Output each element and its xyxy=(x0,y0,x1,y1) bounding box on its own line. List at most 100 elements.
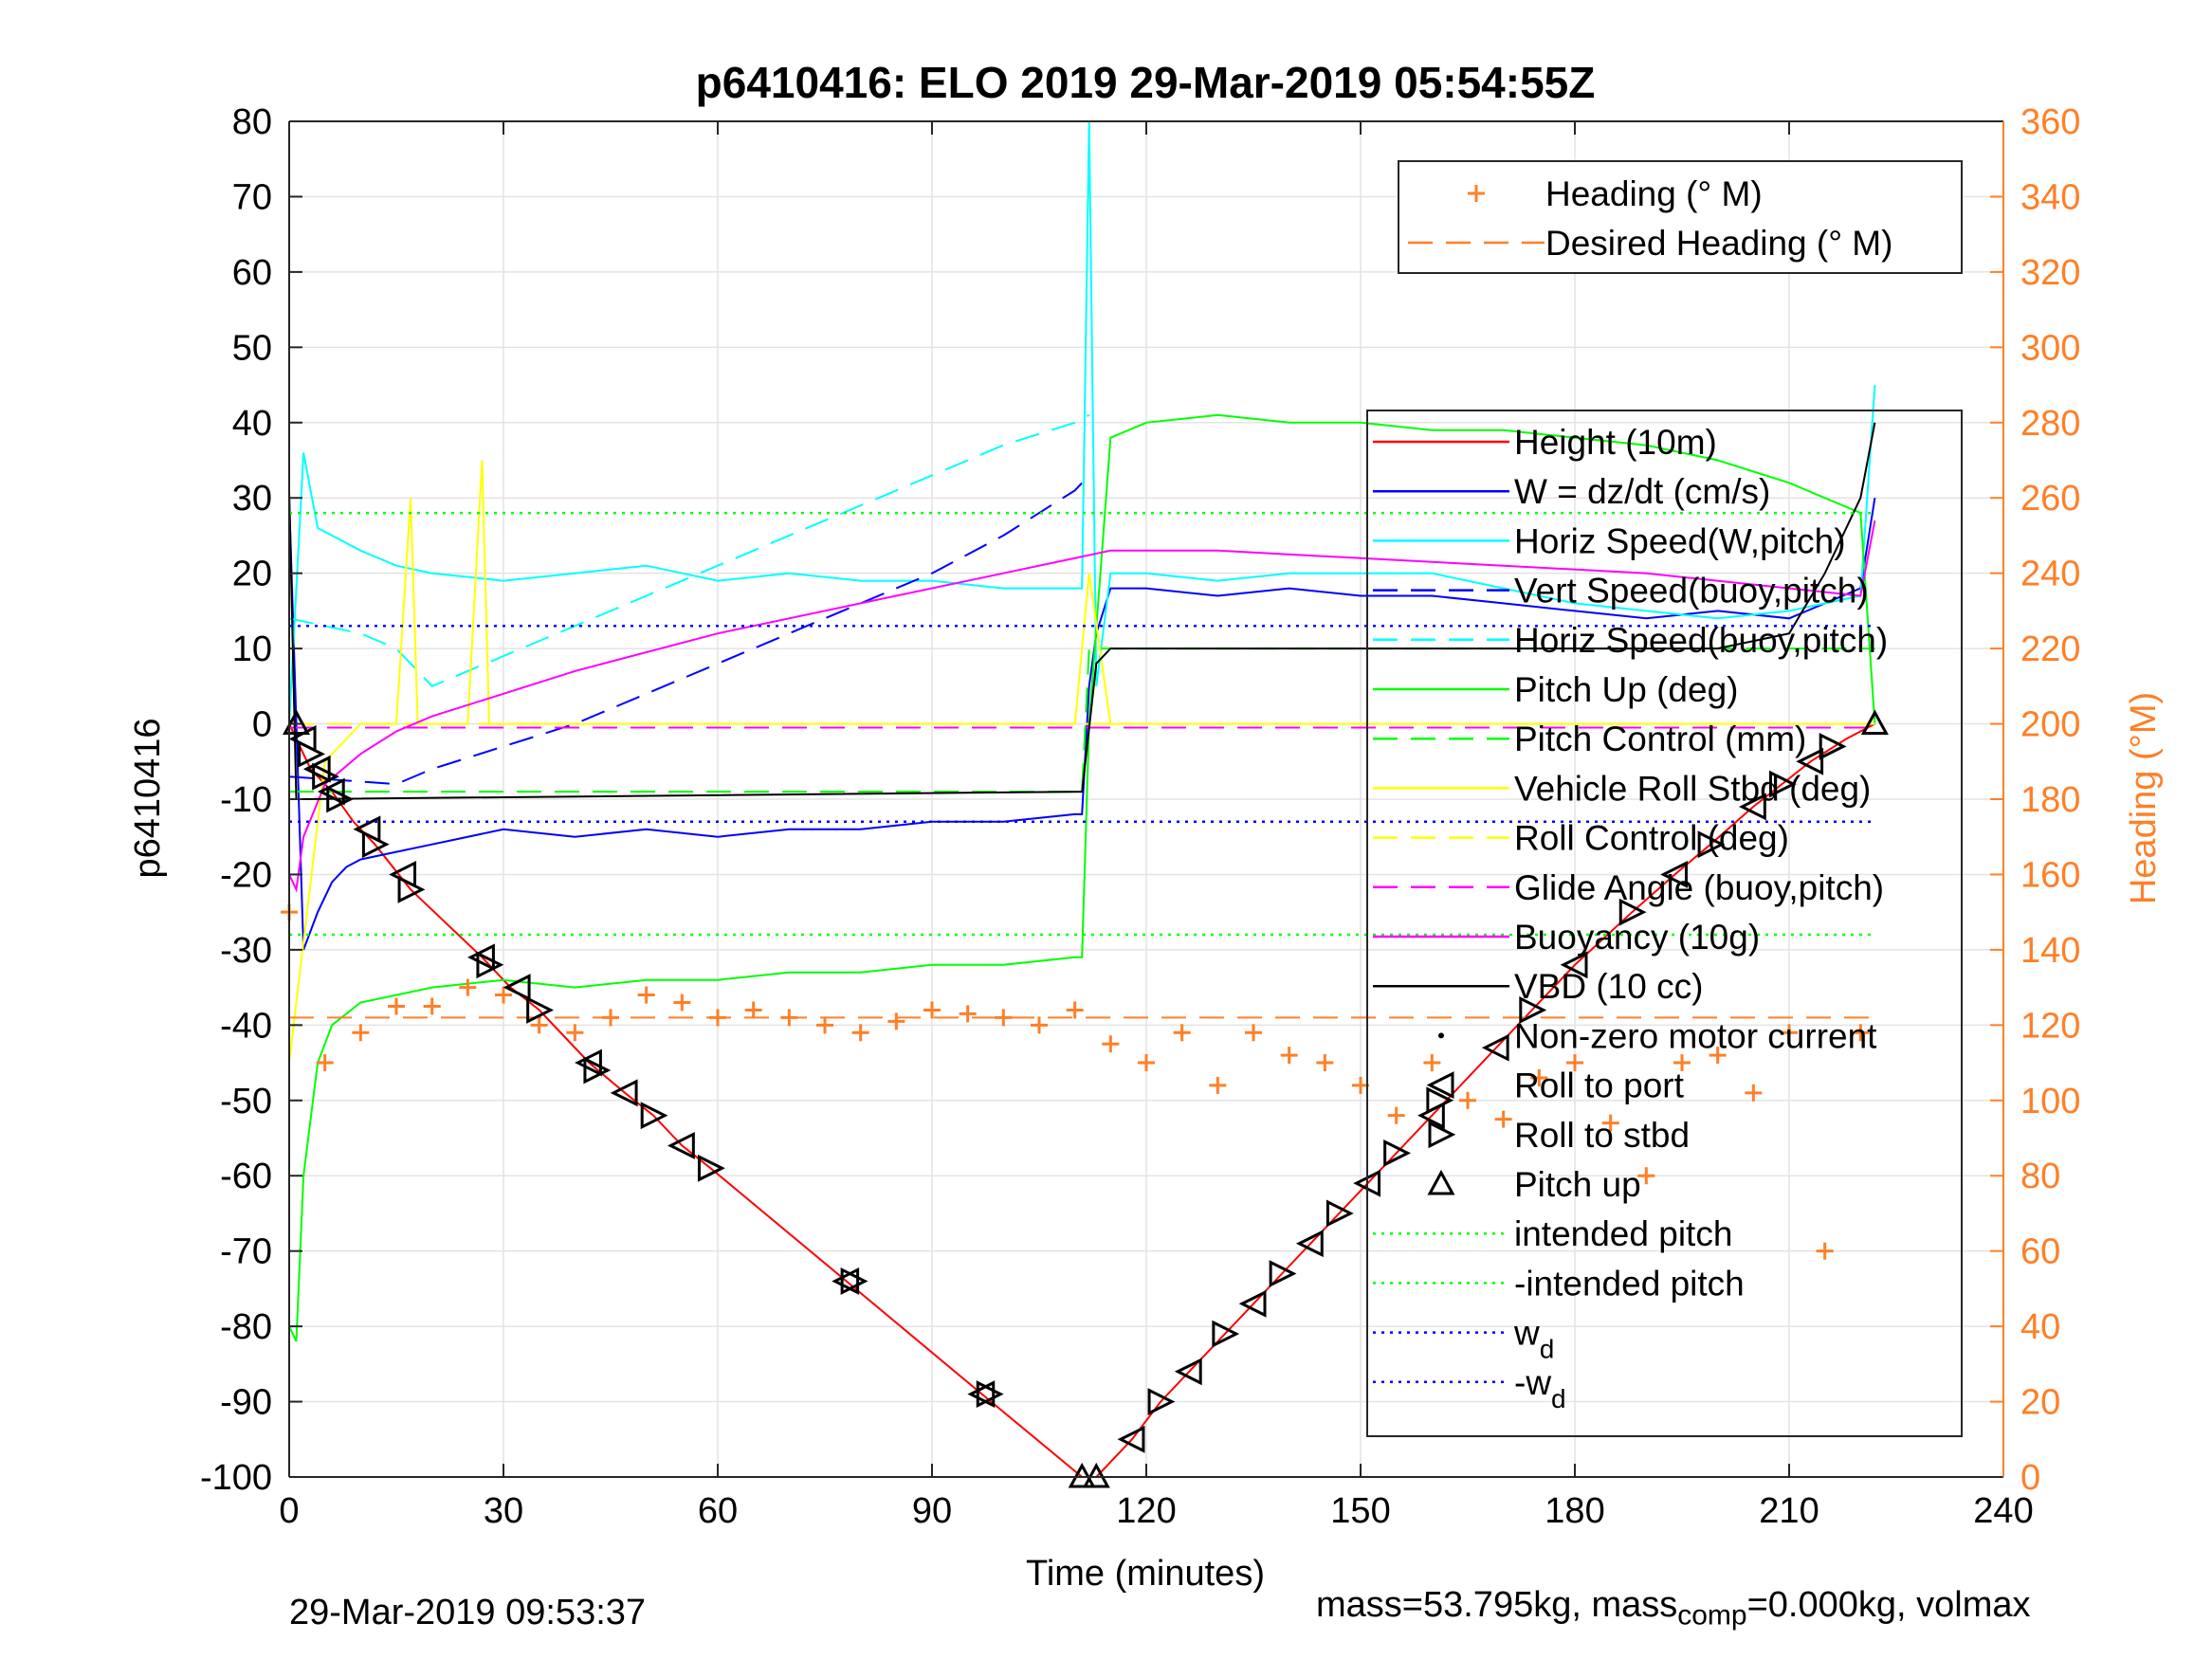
y-axis-label: p6410416 xyxy=(128,718,168,878)
series-heading-m xyxy=(281,903,1870,1260)
y2-tick-label: 260 xyxy=(2020,479,2080,519)
y2-tick-label: 60 xyxy=(2020,1232,2060,1272)
heading-m-point xyxy=(388,997,405,1015)
legend-label-pitch-up: Pitch up xyxy=(1514,1165,1641,1204)
heading-m-point xyxy=(995,1009,1013,1027)
legend-sample-non-zero-motor-current xyxy=(1438,1032,1444,1039)
x-tick-label: 180 xyxy=(1545,1491,1604,1531)
heading-m-point xyxy=(1709,1047,1727,1065)
series-vert-speed-buoy-pitch xyxy=(288,474,1090,786)
y2-tick-label: 280 xyxy=(2020,404,2080,444)
roll-to-stbd-point xyxy=(397,875,426,903)
roll-to-stbd-point xyxy=(1519,996,1547,1024)
roll-to-port-point xyxy=(317,777,345,806)
roll-to-stbd-point xyxy=(298,739,325,768)
y2-tick-label: 340 xyxy=(2020,177,2080,217)
pitch-up-deg-line xyxy=(288,413,1876,1342)
heading-m-point xyxy=(637,986,655,1004)
heading-m-point xyxy=(1423,1054,1441,1072)
roll-to-stbd-point xyxy=(976,1380,1004,1409)
series-height-10m xyxy=(288,722,1875,1478)
heading-m-point xyxy=(887,1012,905,1030)
legend-label-pitch-control-mm: Pitch Control (mm) xyxy=(1514,720,1806,758)
heading-m-point xyxy=(1209,1076,1227,1094)
x-tick-label: 150 xyxy=(1330,1491,1390,1531)
heading-m-point xyxy=(673,994,691,1012)
x-tick-label: 30 xyxy=(484,1491,523,1531)
heading-m-point xyxy=(1031,1016,1048,1034)
legend-label-vert-speed-buoy-pitch: Vert Speed(buoy,pitch) xyxy=(1514,572,1869,611)
roll-to-stbd-point xyxy=(1426,1086,1454,1115)
heading-m-point xyxy=(1138,1054,1155,1072)
y-tick-label: -50 xyxy=(220,1082,272,1121)
y2-tick-label: 0 xyxy=(2020,1458,2040,1498)
y-tick-label: 60 xyxy=(232,253,272,293)
heading-m-point xyxy=(1387,1106,1405,1124)
legend-label-horiz-speed-w-pitch: Horiz Speed(W,pitch) xyxy=(1514,521,1846,560)
axes-layer: 0 30 60 90 120 150 180 210 24080706050403020100-… xyxy=(200,102,2080,1531)
heading-m-point xyxy=(459,978,477,996)
y-tick-label: -60 xyxy=(220,1157,272,1196)
y-tick-label: -20 xyxy=(220,855,272,895)
y2-tick-label: 220 xyxy=(2020,629,2080,669)
series-roll-to-port xyxy=(288,725,1824,1453)
roll-to-port-point xyxy=(302,755,331,783)
w-dz-dt-cm-s-line xyxy=(288,498,1876,951)
y2-tick-label: 240 xyxy=(2020,555,2080,594)
roll-to-port-point xyxy=(1117,1425,1145,1453)
roll-to-port-point xyxy=(1796,747,1824,775)
roll-to-stbd-point xyxy=(1768,770,1797,798)
heading-m-point xyxy=(423,997,441,1015)
roll-to-stbd-point xyxy=(1618,898,1647,926)
y2-axis-label: Heading (°M) xyxy=(2124,692,2164,904)
legend-label-intended-pitch: intended pitch xyxy=(1514,1214,1732,1253)
y2-tick-label: 180 xyxy=(2020,780,2080,820)
x-tick-label: 60 xyxy=(698,1491,738,1531)
roll-to-port-point xyxy=(1174,1358,1202,1386)
series-horiz-speed-w-pitch xyxy=(288,120,1876,724)
roll-to-stbd-point xyxy=(312,762,340,791)
y-tick-label: 70 xyxy=(232,177,272,217)
pitch-up-point xyxy=(1860,709,1889,736)
y-tick-label: 10 xyxy=(232,629,272,669)
heading-m-point xyxy=(1316,1054,1334,1072)
heading-m-point xyxy=(1066,1001,1084,1019)
heading-m-point xyxy=(1816,1242,1834,1260)
roll-to-stbd-point xyxy=(840,1267,868,1295)
heading-m-point xyxy=(530,1016,548,1034)
roll-to-port-point xyxy=(1738,793,1766,821)
x-tick-label: 120 xyxy=(1116,1491,1176,1531)
legend-label-non-zero-motor-current: Non-zero motor current xyxy=(1514,1016,1877,1055)
y2-tick-label: 80 xyxy=(2020,1157,2060,1196)
footer-timestamp: 29-Mar-2019 09:53:37 xyxy=(289,1593,647,1632)
roll-to-port-point xyxy=(1660,861,1688,888)
footer-mass-info: mass=53.795kg, masscomp=0.000kg, volmax xyxy=(1316,1585,2031,1632)
horiz-speed-buoy-pitch-line xyxy=(288,413,1090,687)
heading-m-point xyxy=(1459,1091,1476,1109)
heading-m-point xyxy=(1637,1167,1655,1185)
heading-m-point xyxy=(316,1054,334,1072)
x-tick-label: 240 xyxy=(1973,1491,2033,1531)
roll-to-port-point xyxy=(667,1132,695,1159)
legend-label-roll-to-port: Roll to port xyxy=(1514,1066,1685,1105)
roll-to-port-point xyxy=(1295,1230,1324,1258)
roll-to-stbd-point xyxy=(1819,732,1847,760)
y2-tick-label: 140 xyxy=(2020,931,2080,971)
x-axis-label: Time (minutes) xyxy=(1026,1554,1265,1594)
legend-sample-heading-m xyxy=(1468,185,1485,202)
heading-m-point xyxy=(1102,1035,1120,1053)
y-tick-label: -90 xyxy=(220,1383,272,1423)
heading-m-point xyxy=(352,1024,370,1042)
roll-to-port-point xyxy=(1560,951,1588,979)
legend-label-desired-heading-m: Desired Heading (° M) xyxy=(1545,224,1892,263)
roll-to-port-point xyxy=(467,943,495,972)
y-tick-label: -70 xyxy=(220,1232,272,1272)
vert-speed-buoy-pitch-line xyxy=(288,474,1090,786)
roll-to-port-point xyxy=(967,1380,996,1409)
heading-m-point xyxy=(851,1024,869,1042)
legend-label-height-10m: Height (10m) xyxy=(1514,423,1717,462)
heading-m-point xyxy=(495,986,512,1004)
heading-m-point xyxy=(1745,1084,1763,1102)
heading-m-point xyxy=(1530,1068,1548,1086)
